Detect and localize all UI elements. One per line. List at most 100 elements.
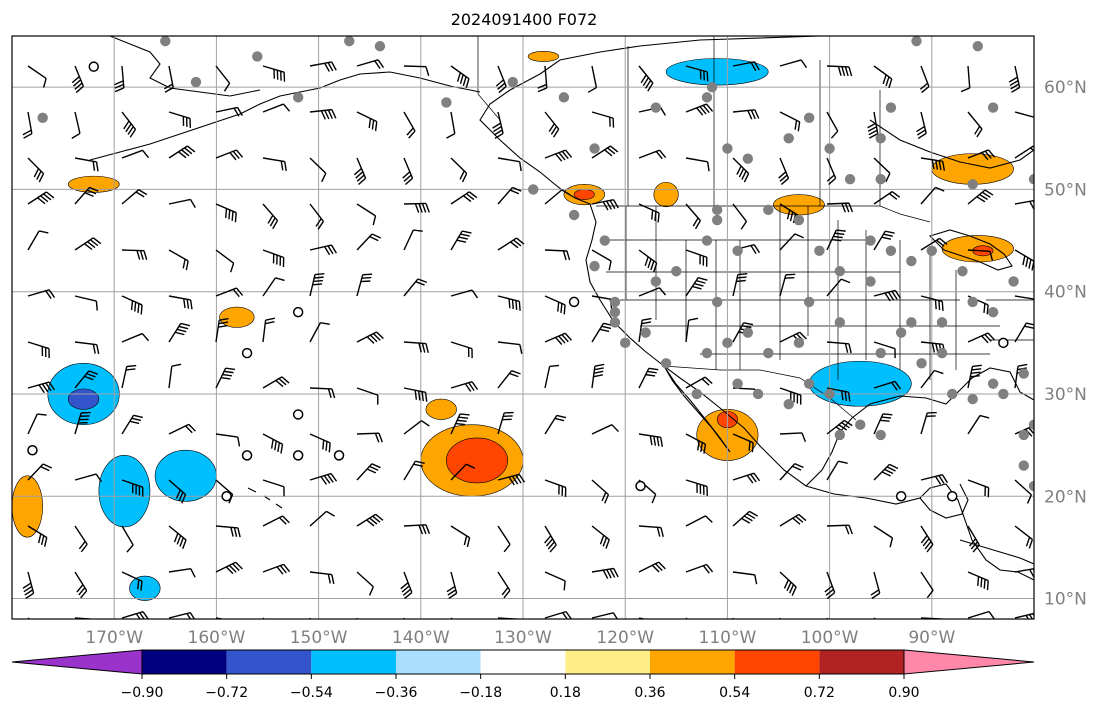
colorbar-segment	[565, 650, 650, 674]
wind-barb	[403, 229, 423, 251]
wind-barb	[262, 103, 291, 113]
wind-barb	[309, 321, 330, 343]
wind-barb	[544, 149, 573, 162]
wind-barb	[591, 567, 619, 579]
station-dot	[844, 173, 856, 185]
precip-contour-8	[446, 437, 508, 484]
border-us-states	[600, 206, 1034, 380]
wind-barb	[215, 249, 235, 273]
wind-barb	[638, 65, 654, 92]
wind-barb	[920, 295, 944, 311]
wind-barb	[779, 617, 781, 619]
wind-barb	[403, 65, 430, 76]
station-dot	[742, 153, 754, 164]
wind-barb	[353, 157, 367, 186]
wind-barb	[967, 189, 994, 205]
station-dot	[947, 388, 958, 400]
wind-barb	[685, 65, 709, 82]
wind-barb	[779, 273, 796, 297]
wind-barb	[497, 237, 525, 251]
wind-barb	[309, 273, 325, 297]
station-dot	[711, 296, 723, 308]
wind-barb	[967, 332, 996, 344]
station-dot	[793, 214, 805, 226]
wind-barb	[262, 65, 286, 82]
wind-barb	[168, 568, 196, 578]
station-dot	[1008, 276, 1019, 287]
colorbar-segment	[226, 650, 312, 674]
wind-barb	[685, 515, 713, 527]
wind-barb	[544, 189, 571, 205]
wind-barb	[591, 525, 610, 549]
station-dot	[528, 184, 539, 195]
wind-barb	[497, 157, 522, 172]
wind-barb	[215, 287, 244, 298]
station-dot	[609, 317, 621, 328]
wind-barb	[262, 479, 285, 497]
wind-barb	[873, 65, 893, 89]
wind-barb	[638, 149, 667, 160]
station-dot	[783, 399, 794, 410]
wind-barb	[638, 203, 660, 223]
wind-barb	[497, 525, 511, 553]
wind-barb	[121, 571, 143, 591]
lat-label: 50°N	[1044, 180, 1087, 200]
wind-barb	[826, 157, 837, 186]
station-dot	[1018, 460, 1029, 471]
map-title: 2024091400 F072	[450, 10, 598, 29]
wind-barb	[826, 341, 852, 354]
wind-barb	[732, 433, 754, 453]
wind-barb	[497, 295, 521, 311]
wind-barb	[916, 111, 927, 140]
wind-barb	[168, 111, 191, 128]
wind-barb	[873, 380, 902, 391]
lat-label: 10°N	[1044, 590, 1087, 610]
wind-barb	[450, 289, 479, 299]
wind-barb	[74, 341, 100, 355]
precip-contour-13	[573, 189, 595, 200]
station-dot	[441, 97, 452, 108]
station-dot	[906, 317, 917, 328]
wind-barb	[967, 414, 990, 435]
colorbar-tick-label: 0.18	[550, 685, 581, 701]
wind-barb	[215, 525, 241, 538]
station-dot	[558, 92, 570, 103]
wind-barb	[544, 364, 560, 389]
precip-fill-layer	[12, 51, 1014, 601]
map-frame	[11, 35, 1035, 620]
wind-barb	[168, 249, 189, 271]
wind-barb	[309, 203, 324, 230]
wind-barb	[779, 111, 801, 132]
wind-barb	[168, 363, 182, 389]
wind-barb	[403, 460, 425, 481]
wind-barb	[215, 561, 243, 575]
colorbar-segment	[819, 650, 904, 674]
coastline-bering	[109, 36, 261, 97]
wind-barb	[309, 510, 336, 527]
wind-barb	[74, 186, 99, 205]
wind-barb	[356, 59, 385, 70]
station-dot	[589, 260, 600, 272]
precip-contour-18	[67, 175, 120, 193]
wind-barb	[826, 460, 848, 481]
station-dot	[732, 245, 743, 256]
wind-barb	[1014, 249, 1034, 271]
wind-barb	[356, 387, 379, 405]
wind-barb	[74, 411, 91, 435]
wind-barb	[22, 111, 33, 139]
wind-barb	[27, 413, 47, 435]
wind-barb	[450, 463, 476, 481]
wind-barb	[403, 387, 428, 402]
wind-barb	[919, 65, 930, 94]
wind-barb	[638, 561, 666, 573]
wind-barb	[450, 413, 470, 435]
wind-barb	[262, 249, 285, 267]
station-dot	[190, 76, 202, 88]
wind-barb	[867, 111, 879, 139]
wind-barb	[685, 563, 714, 574]
longitude-labels: 170°W 160°W 150°W 140°W 130°W 120°W 110°W 100°W…	[85, 628, 955, 648]
wind-barb	[732, 109, 760, 120]
wind-barb	[74, 237, 102, 251]
lon-label: 170°W	[85, 628, 143, 648]
wind-barb	[168, 198, 196, 208]
